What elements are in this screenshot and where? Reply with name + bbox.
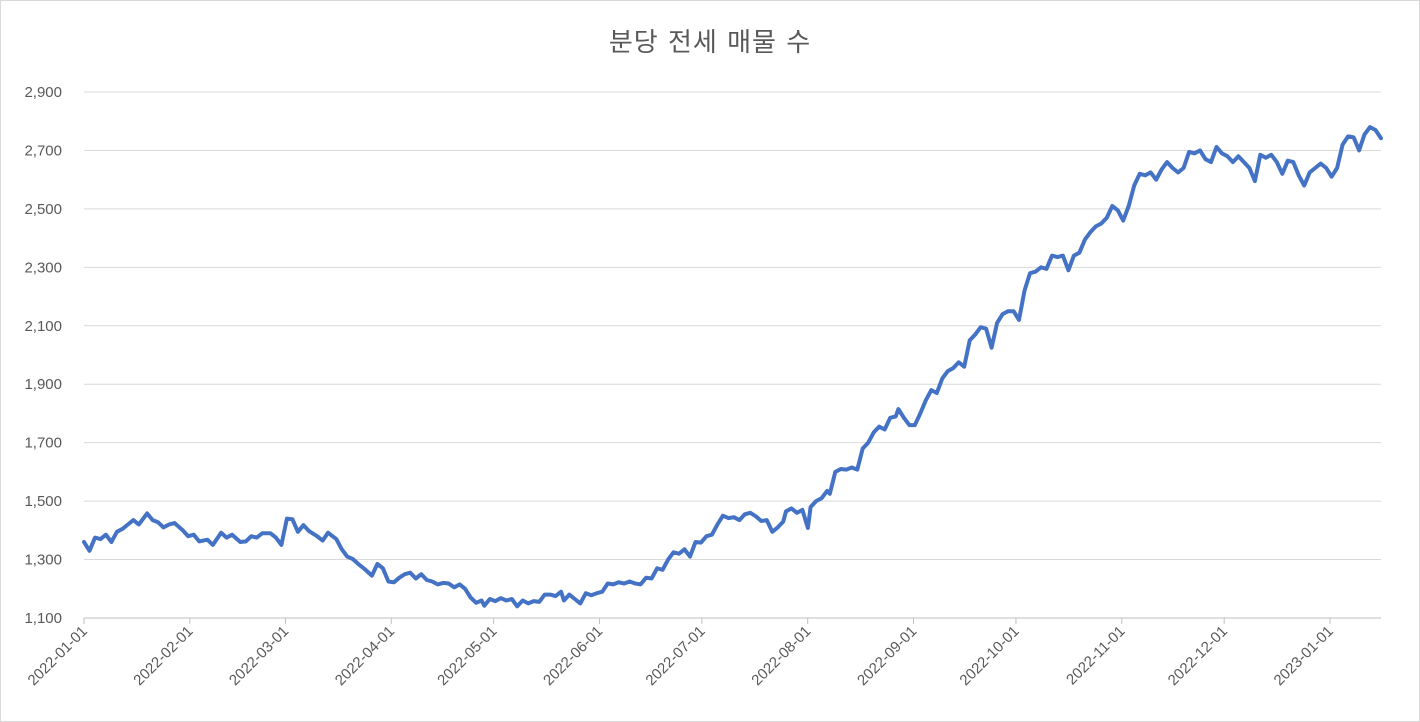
x-axis-ticks: 2022-01-01 2022-02-01 2022-03-01 2022-04-01… bbox=[25, 618, 1337, 689]
x-tick-label: 2022-03-01 bbox=[226, 623, 292, 689]
y-tick-label: 1,300 bbox=[24, 552, 62, 569]
y-tick-label: 2,900 bbox=[24, 84, 62, 101]
x-tick-label: 2022-11-01 bbox=[1063, 623, 1128, 688]
y-tick-label: 1,700 bbox=[24, 435, 62, 452]
x-tick-label: 2022-08-01 bbox=[748, 623, 814, 689]
y-tick-label: 1,100 bbox=[24, 610, 62, 627]
chart-title: 분당 전세 매물 수 bbox=[608, 28, 812, 58]
x-tick-label: 2022-05-01 bbox=[434, 623, 500, 689]
x-tick-label: 2022-06-01 bbox=[540, 623, 606, 689]
x-tick-label: 2022-04-01 bbox=[332, 623, 398, 689]
x-tick-label: 2022-09-01 bbox=[854, 623, 920, 689]
y-tick-label: 1,500 bbox=[24, 493, 62, 510]
gridlines bbox=[84, 91, 1381, 619]
x-tick-label: 2022-01-01 bbox=[25, 623, 91, 689]
y-axis-ticks: 1,100 1,300 1,500 1,700 1,900 2,100 2,300 2,500… bbox=[24, 84, 62, 627]
y-tick-label: 2,100 bbox=[24, 318, 62, 335]
y-tick-label: 2,500 bbox=[24, 201, 62, 218]
x-tick-label: 2022-12-01 bbox=[1165, 623, 1231, 689]
series-line bbox=[82, 125, 1383, 609]
y-tick-label: 1,900 bbox=[24, 376, 62, 393]
y-tick-label: 2,300 bbox=[24, 259, 62, 276]
x-tick-label: 2023-01-01 bbox=[1271, 623, 1337, 689]
x-tick-label: 2022-07-01 bbox=[642, 623, 708, 689]
x-tick-label: 2022-02-01 bbox=[130, 623, 196, 689]
series-layer bbox=[82, 125, 1383, 609]
y-tick-label: 2,700 bbox=[24, 142, 62, 159]
x-tick-label: 2022-10-01 bbox=[956, 623, 1022, 689]
